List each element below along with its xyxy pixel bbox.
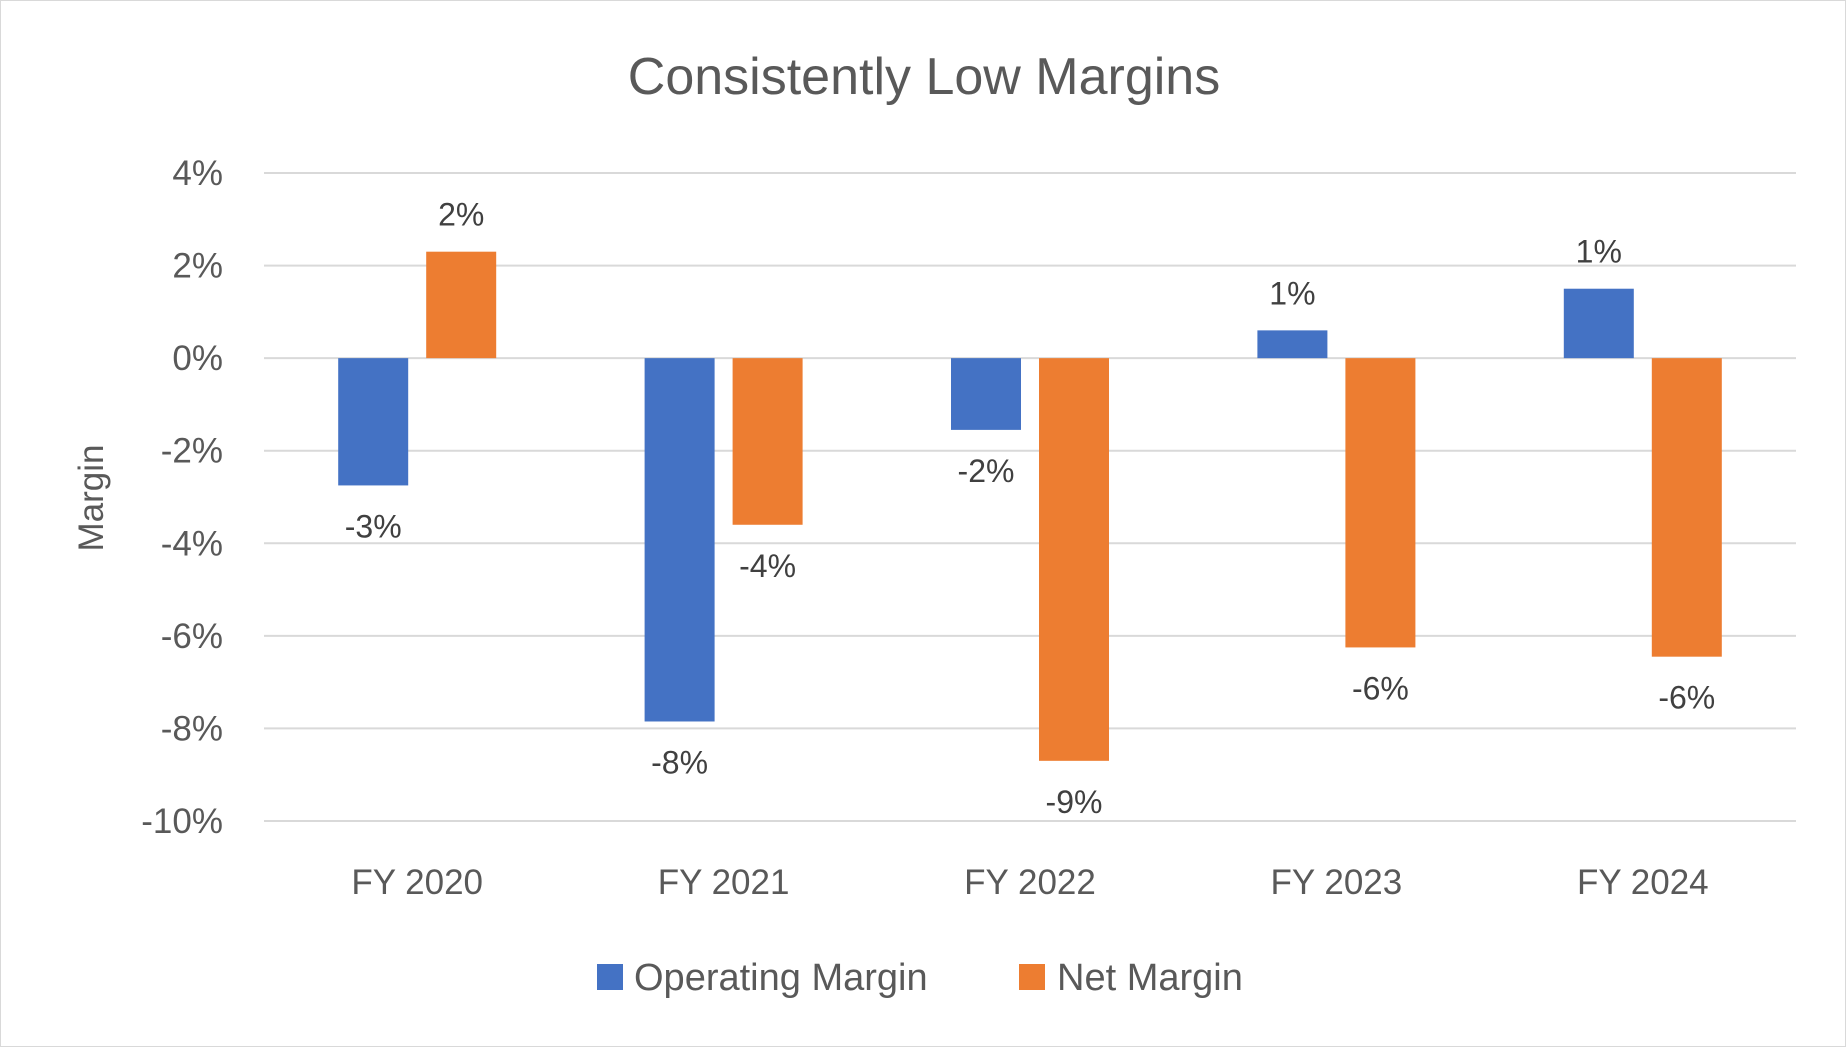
y-tick-label: -10% <box>141 802 223 841</box>
bar <box>1039 358 1109 761</box>
y-tick-label: -2% <box>161 432 223 471</box>
data-label: -4% <box>739 548 796 584</box>
y-tick-label: 2% <box>172 247 223 286</box>
x-tick-label: FY 2020 <box>351 863 483 902</box>
x-axis-ticks: FY 2020 FY 2021 FY 2022 FY 2023 FY 2024 <box>351 863 1708 902</box>
data-label: 1% <box>1269 275 1315 311</box>
data-label: 1% <box>1576 234 1622 270</box>
data-label: -2% <box>958 453 1015 489</box>
y-axis-ticks: 4% 2% 0% -2% -4% -6% -8% -10% <box>141 154 223 841</box>
bar <box>644 358 715 722</box>
legend-label: Net Margin <box>1057 957 1243 999</box>
data-label: -9% <box>1046 784 1103 820</box>
y-tick-label: -4% <box>161 524 223 563</box>
bar <box>1345 358 1416 648</box>
gridlines <box>264 172 1796 822</box>
legend-label: Operating Margin <box>634 957 928 999</box>
bar <box>732 358 803 525</box>
chart-title: Consistently Low Margins <box>628 48 1220 106</box>
data-labels: -3% -8% -2% 1% 1% 2% -4% -9% -6% -6% <box>345 197 1716 820</box>
legend-swatch <box>597 964 623 990</box>
data-label: -6% <box>1352 670 1409 706</box>
bar <box>338 358 409 486</box>
legend: Operating Margin Net Margin <box>597 957 1243 999</box>
y-tick-label: -6% <box>161 617 223 656</box>
y-tick-label: 4% <box>172 154 223 193</box>
x-tick-label: FY 2023 <box>1271 863 1403 902</box>
legend-swatch <box>1019 964 1045 990</box>
x-tick-label: FY 2021 <box>658 863 790 902</box>
bar <box>1651 358 1722 657</box>
data-label: -6% <box>1658 680 1715 716</box>
data-label: -3% <box>345 508 402 544</box>
data-label: -8% <box>651 744 708 780</box>
y-tick-label: 0% <box>172 339 223 378</box>
bar <box>951 358 1021 430</box>
bar <box>1257 330 1328 359</box>
y-tick-label: -8% <box>161 709 223 748</box>
data-label: 2% <box>438 197 484 233</box>
bars <box>338 251 1722 761</box>
x-tick-label: FY 2024 <box>1577 863 1709 902</box>
y-axis-title: Margin <box>72 445 111 552</box>
x-tick-label: FY 2022 <box>964 863 1096 902</box>
bar <box>426 251 497 359</box>
bar <box>1563 288 1634 359</box>
